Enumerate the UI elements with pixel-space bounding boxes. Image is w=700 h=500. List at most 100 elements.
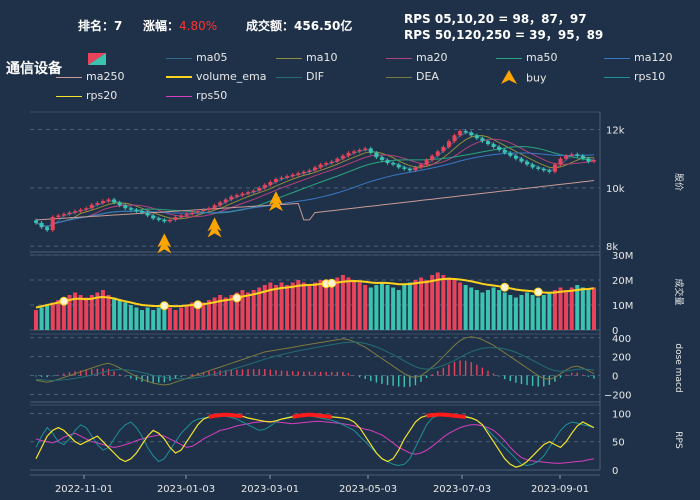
candle-body [474,135,479,139]
candle-body [491,144,496,147]
legend-item-rps10[interactable]: rps10 [604,70,665,83]
volume-bar [385,285,390,330]
candle-body [34,220,38,223]
legend-item-ma20[interactable]: ma20 [386,51,447,64]
buy-icon [157,239,172,254]
legend-item-rps50[interactable]: rps50 [166,89,227,102]
volume-bar [61,297,66,330]
rps-high-segment [431,412,438,418]
rps-high-segment [214,413,221,418]
buy-icon [207,223,222,238]
legend-label: ma50 [526,51,558,64]
volume-bar [56,300,61,330]
legend-swatch [604,76,630,78]
volume-bar [352,280,357,330]
volume-bar [240,290,245,330]
x-tick-label: 2023-01-03 [157,484,215,495]
volume-bar [106,295,111,330]
candle-body [463,130,468,133]
volume-tick-30m: 30M [612,251,633,262]
volume-bar [508,295,513,330]
candle-body [530,164,535,168]
candle-body [352,151,357,153]
candle-body [580,155,585,159]
candle-body [452,135,457,142]
volume-bar [564,290,569,330]
volume-bar [78,295,83,330]
volume-bar [485,290,490,330]
candle-body [134,209,139,212]
rps-high-segment [325,414,332,419]
volume-ema-marker [59,296,69,306]
candle-body [368,148,373,153]
candle-body [117,202,122,206]
legend-item-ma05[interactable]: ma05 [166,51,227,64]
candle-body [480,138,485,142]
volume-bar [290,282,295,330]
volume-bar [50,302,55,330]
volume-bar [73,292,78,330]
rps50-line [35,420,595,464]
legend-item-volume-ema[interactable]: volume_ema [166,70,266,83]
volume-bar [95,292,100,330]
candle-body [156,218,161,220]
volume-bar [145,307,150,330]
candle-body [56,215,61,217]
volume-bar [89,295,94,330]
legend-item-rps20[interactable]: rps20 [56,89,117,102]
volume-ema-marker [500,282,510,292]
volume-bar [67,295,72,330]
volume-tick-10m: 10M [612,301,633,312]
candle-body [290,174,295,177]
volume-bar [156,307,161,330]
volume-bar [407,282,412,330]
rps-high-segment [320,413,327,419]
legend-item-ma250[interactable]: ma250 [56,70,124,83]
volume-bar [318,280,323,330]
volume-bar [262,285,267,330]
legend-item-DIF[interactable]: DIF [276,70,324,83]
rps20-line [35,413,595,468]
rps-high-segment [448,413,455,418]
price-tick-12k: 12k [606,126,625,137]
candle-body [329,161,334,164]
volume-bar [140,310,145,330]
volume-bar [441,275,446,330]
volume-bar [368,287,373,330]
volume-bar [469,287,474,330]
volume-bar [285,285,290,330]
legend-swatch [276,57,302,59]
volume-tick-20m: 20M [612,276,633,287]
x-tick-label: 2022-11-01 [55,484,113,495]
legend-item-ma120[interactable]: ma120 [604,51,672,64]
macd-tick-400: 400 [612,334,631,345]
candle-body [391,163,396,165]
candle-body [402,167,407,169]
candle-body [324,163,329,165]
turnover-label: 成交额： [246,19,295,33]
volume-ema-marker [159,301,169,311]
candle-body [78,209,83,212]
volume-bar [324,282,329,330]
volume-bar [458,282,463,330]
candle-body [246,192,251,194]
legend-item-DEA[interactable]: DEA [386,70,439,83]
candle-body [592,160,596,162]
legend-item-buy[interactable]: buy [496,70,546,87]
volume-bar [123,302,128,330]
volume-bar [134,307,139,330]
candle-body [419,164,424,168]
legend-candle-icon [88,50,106,65]
legend-item-ma10[interactable]: ma10 [276,51,337,64]
rps-high-segment [231,413,238,418]
volume-bar [257,287,262,330]
rps-high-segment [314,413,321,418]
volume-bar [117,300,122,330]
legend-item-ma50[interactable]: ma50 [496,51,557,64]
x-tick-label: 2023-05-03 [339,484,397,495]
candle-body [519,158,524,162]
candle-body [547,170,552,172]
volume-ema-marker [327,278,337,288]
rps-tick-100: 100 [612,409,631,420]
legend-label: rps10 [634,70,666,83]
